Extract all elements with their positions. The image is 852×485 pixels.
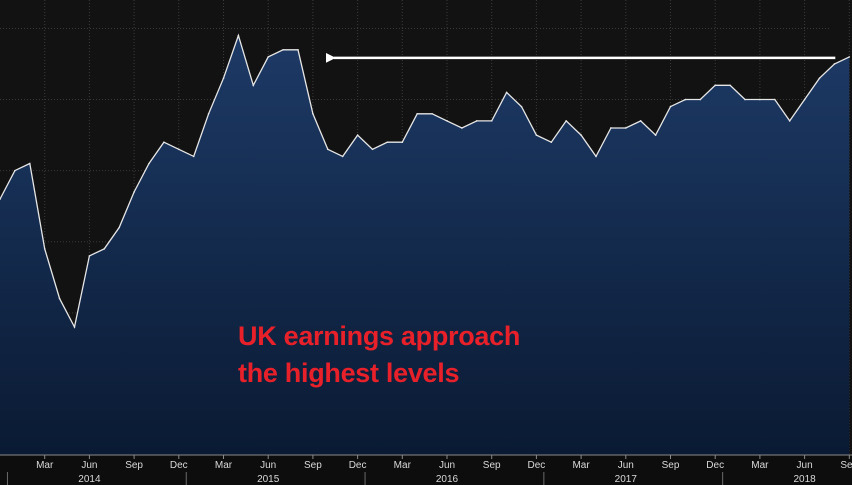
data-point [237, 34, 240, 37]
x-tick-label: Mar [751, 460, 769, 471]
data-point [297, 48, 299, 51]
x-tick-label: Sep [125, 460, 143, 471]
data-point [88, 255, 91, 257]
x-tick-label: Dec [528, 460, 546, 471]
x-tick-label: Sep [840, 460, 852, 471]
data-point [371, 148, 374, 151]
data-point [476, 120, 478, 122]
data-point [148, 162, 150, 165]
data-point [744, 98, 746, 101]
data-point [431, 112, 433, 115]
data-point [14, 169, 16, 172]
x-tick-label: Dec [170, 460, 188, 471]
annotation-line-2: the highest levels [238, 358, 460, 388]
data-point [386, 141, 389, 143]
data-point [29, 162, 31, 165]
x-year-label: 2016 [436, 474, 459, 485]
data-point [118, 226, 120, 229]
data-points [0, 34, 851, 328]
data-point [759, 98, 761, 101]
data-point [282, 48, 284, 51]
data-point [625, 127, 627, 129]
data-point [818, 77, 821, 80]
x-tick-label: Mar [215, 460, 233, 471]
data-point [788, 120, 791, 122]
x-tick-label: Dec [706, 460, 724, 471]
x-tick-label: Mar [572, 460, 590, 471]
data-point [222, 77, 225, 80]
data-point [341, 155, 344, 158]
x-year-label: 2018 [793, 474, 816, 485]
x-year-label: 2017 [615, 474, 638, 485]
data-point [416, 112, 419, 115]
data-point [669, 105, 672, 108]
data-point [595, 155, 597, 158]
data-point [550, 141, 553, 143]
data-point [73, 326, 76, 328]
data-point [505, 91, 508, 94]
data-point [639, 120, 642, 122]
data-point [401, 141, 404, 143]
data-point [654, 134, 657, 136]
x-axis: Mar Jun Sep Dec Mar Jun Sep Dec Mar Jun Sep Dec Mar J… [6, 455, 852, 485]
data-point [103, 248, 106, 250]
data-point [192, 155, 195, 158]
x-tick-label: Mar [394, 460, 412, 471]
x-tick-label: Sep [304, 460, 322, 471]
data-point [520, 105, 523, 108]
data-point [774, 98, 776, 101]
data-point [312, 112, 314, 115]
data-point [133, 191, 135, 193]
data-point [684, 98, 687, 101]
data-point [535, 134, 538, 136]
x-tick-label: Jun [260, 460, 276, 471]
data-point [490, 120, 493, 122]
x-tick-label: Sep [662, 460, 680, 471]
data-point [207, 112, 210, 115]
x-tick-label: Jun [439, 460, 455, 471]
x-tick-label: Sep [483, 460, 501, 471]
data-point [848, 56, 851, 58]
data-point [327, 148, 329, 151]
data-point [163, 141, 165, 143]
data-point [580, 134, 582, 136]
x-tick-label: Mar [36, 460, 54, 471]
x-axis-band [0, 455, 852, 485]
x-year-label: 2014 [78, 474, 101, 485]
x-tick-label: Jun [81, 460, 97, 471]
data-point [565, 120, 567, 122]
annotation-line-1: UK earnings approach [238, 321, 521, 351]
data-point [699, 98, 702, 101]
data-point [252, 84, 255, 87]
data-point [714, 84, 716, 87]
data-point [461, 127, 463, 129]
data-point [446, 120, 448, 122]
series-line [0, 33, 850, 329]
x-tick-label: Jun [797, 460, 813, 471]
chart-annotation: UK earnings approach the highest levels [238, 318, 520, 392]
x-tick-label: Jun [618, 460, 634, 471]
data-point [267, 56, 270, 58]
data-point [0, 198, 1, 200]
data-point [178, 148, 180, 151]
series-area [0, 35, 850, 455]
data-point [803, 98, 806, 101]
data-point [356, 134, 359, 136]
data-point [58, 297, 61, 300]
data-point [610, 127, 612, 129]
data-point [833, 63, 836, 65]
data-point [43, 248, 46, 250]
x-year-label: 2015 [257, 474, 280, 485]
data-point [729, 84, 731, 87]
x-tick-label: Dec [349, 460, 367, 471]
